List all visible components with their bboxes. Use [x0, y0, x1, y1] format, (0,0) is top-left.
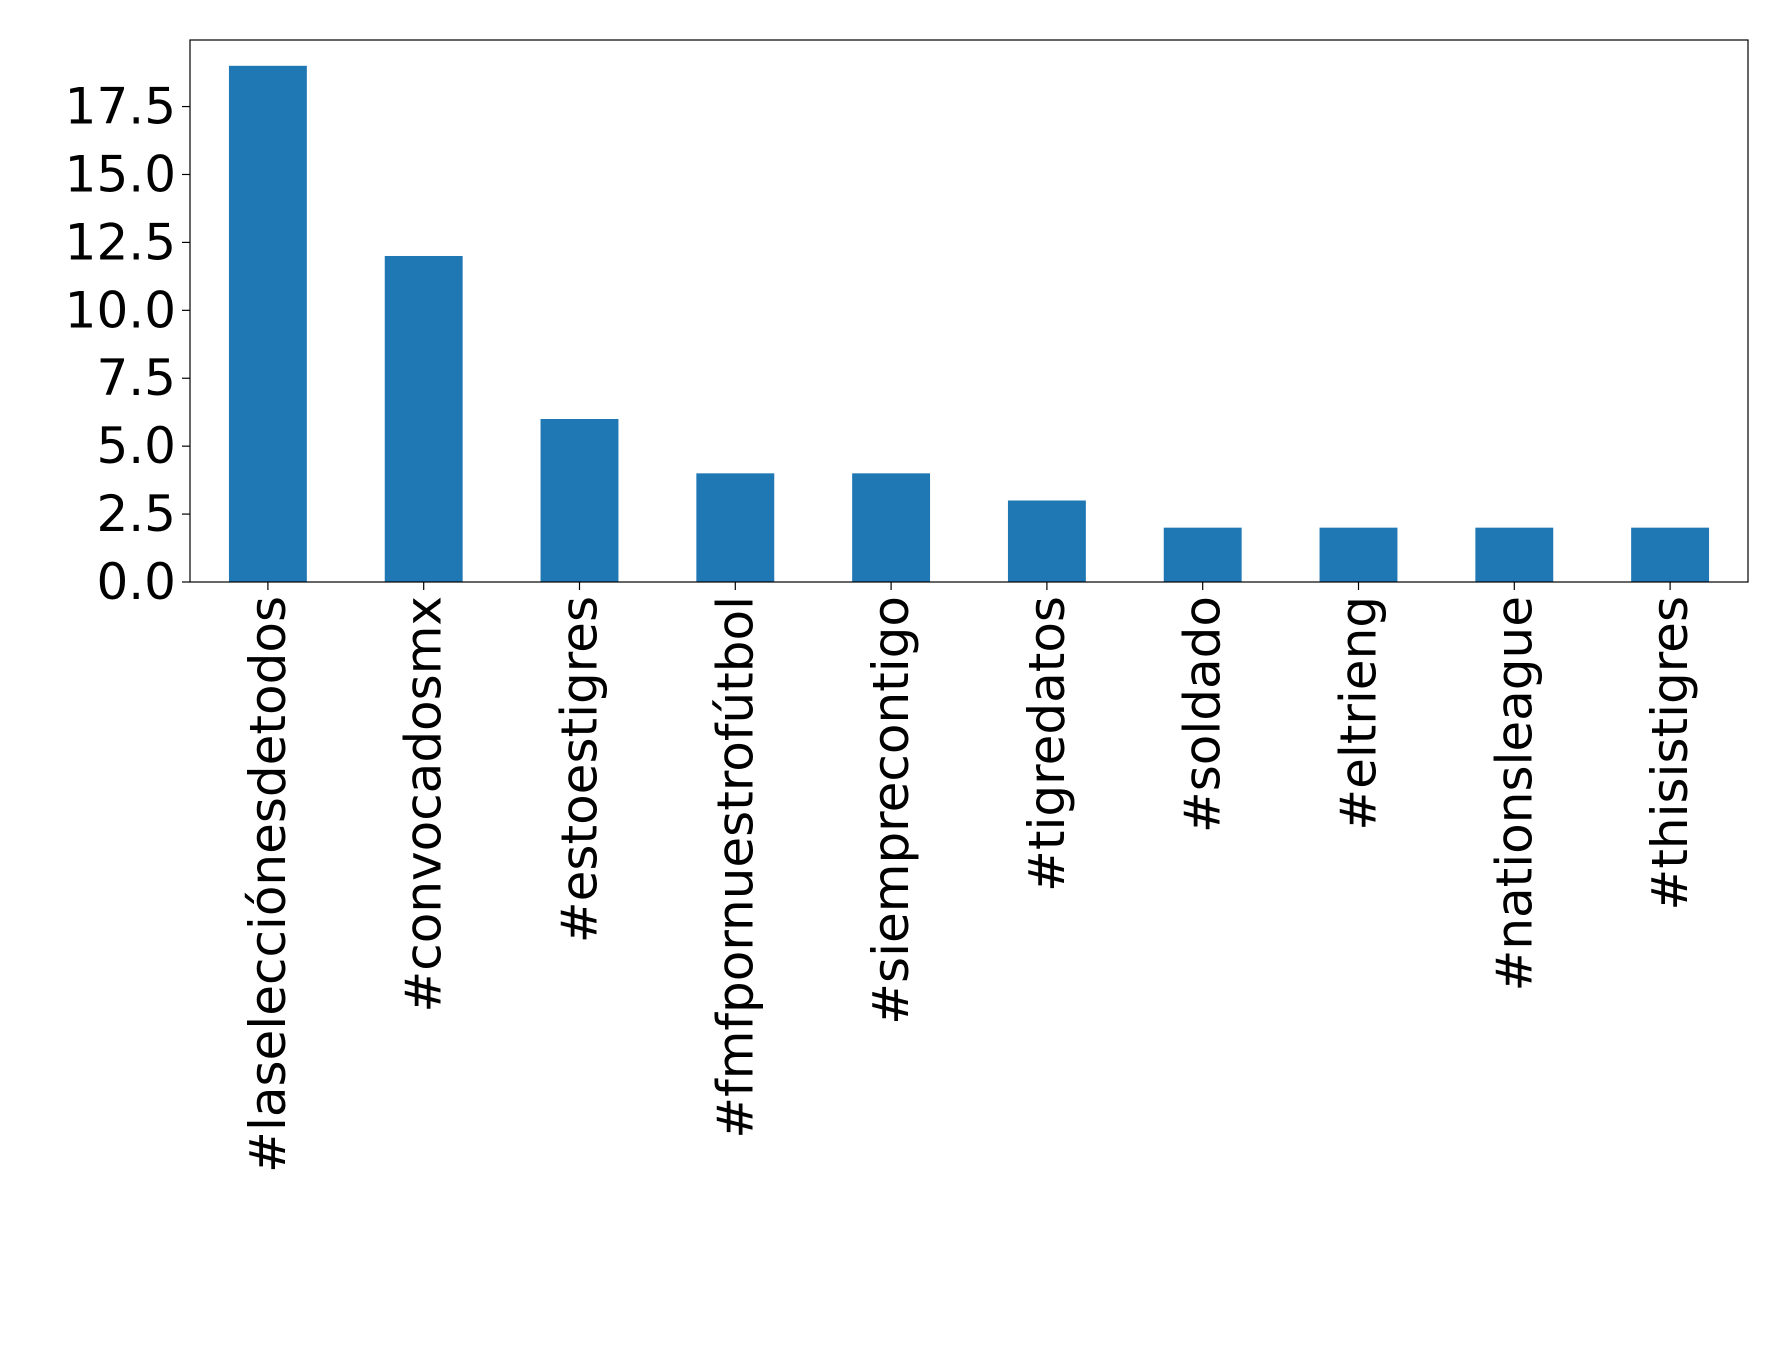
x-tick-label: #siemprecontigo: [862, 596, 920, 1025]
bar-thisistigres: [1631, 527, 1710, 582]
bar-convocadosmx: [384, 255, 463, 582]
x-tick-label: #fmfpornuestrofútbol: [706, 596, 764, 1139]
y-tick-label: 17.5: [65, 78, 176, 136]
y-axis: 0.0 2.5 5.0 7.5 10.0 12.5 15.0 17.5: [65, 78, 190, 611]
y-tick-label: 12.5: [65, 213, 176, 271]
bar-soldado: [1163, 527, 1242, 582]
x-axis: #laselecciónesdetodos #convocadosmx #estoe…: [239, 582, 1699, 1173]
y-tick-label: 7.5: [96, 349, 176, 407]
y-tick-label: 0.0: [96, 553, 176, 611]
x-tick-label: #soldado: [1174, 596, 1232, 833]
bars-group: [228, 65, 1710, 583]
y-tick-label: 2.5: [96, 485, 176, 543]
bar-nationsleague: [1475, 527, 1554, 582]
bar-tigredatos: [1007, 500, 1086, 582]
plot-frame: [189, 39, 1749, 583]
x-tick-label: #estoestigres: [551, 596, 609, 943]
bar-siemprecontigo: [852, 473, 931, 582]
x-tick-label: #laselecciónesdetodos: [239, 596, 297, 1173]
x-tick-label: #thisistigres: [1641, 596, 1699, 911]
bar-estoestigres: [540, 418, 619, 582]
bar-eltrieng: [1319, 527, 1398, 582]
y-tick-label: 5.0: [96, 417, 176, 475]
bar-laseleccinesdetodos: [228, 65, 307, 583]
x-tick-label: #eltrieng: [1330, 596, 1388, 831]
bar-fmfpornuestroftbol: [696, 473, 775, 582]
x-tick-label: #tigredatos: [1018, 596, 1076, 892]
y-tick-label: 15.0: [65, 145, 176, 203]
x-tick-label: #convocadosmx: [395, 596, 453, 1013]
x-tick-label: #nationsleague: [1485, 596, 1543, 992]
y-tick-label: 10.0: [65, 281, 176, 339]
